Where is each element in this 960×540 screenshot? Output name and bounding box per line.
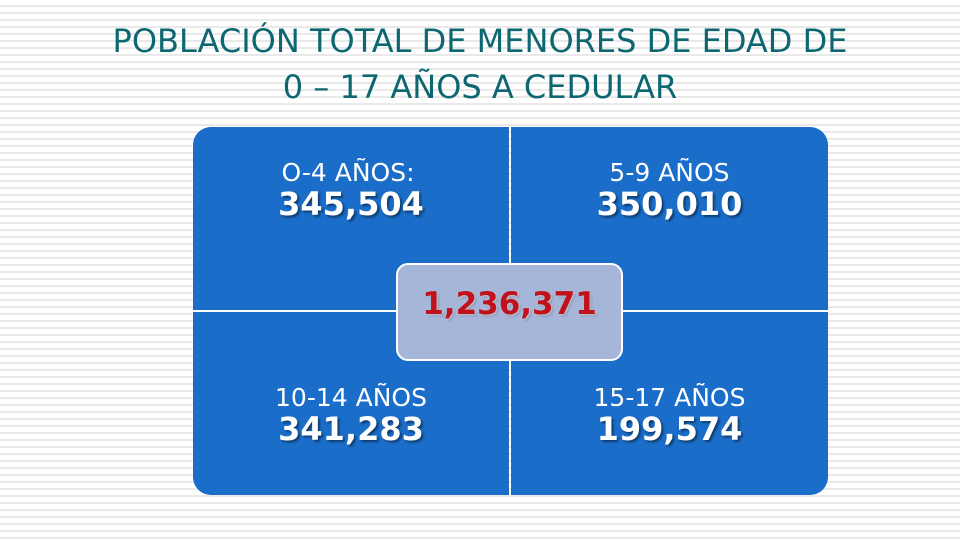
age-value-0-4: 345,504 <box>278 185 424 223</box>
slide-title: POBLACIÓN TOTAL DE MENORES DE EDAD DE 0 … <box>0 18 960 110</box>
title-line-1: POBLACIÓN TOTAL DE MENORES DE EDAD DE <box>112 22 848 60</box>
total-box: 1,236,371 <box>396 263 623 361</box>
age-label-15-17: 15-17 AÑOS <box>593 383 746 412</box>
age-label-0-4: O-4 AÑOS: <box>281 158 415 187</box>
total-value: 1,236,371 <box>422 286 597 322</box>
age-value-15-17: 199,574 <box>596 410 743 448</box>
title-line-2: 0 – 17 AÑOS A CEDULAR <box>282 68 678 106</box>
age-value-5-9: 350,010 <box>596 185 743 223</box>
quadrant-0-4: O-4 AÑOS: 345,504 <box>193 127 509 310</box>
age-label-5-9: 5-9 AÑOS <box>609 158 730 187</box>
age-label-10-14: 10-14 AÑOS <box>275 383 427 412</box>
age-value-10-14: 341,283 <box>278 410 424 448</box>
